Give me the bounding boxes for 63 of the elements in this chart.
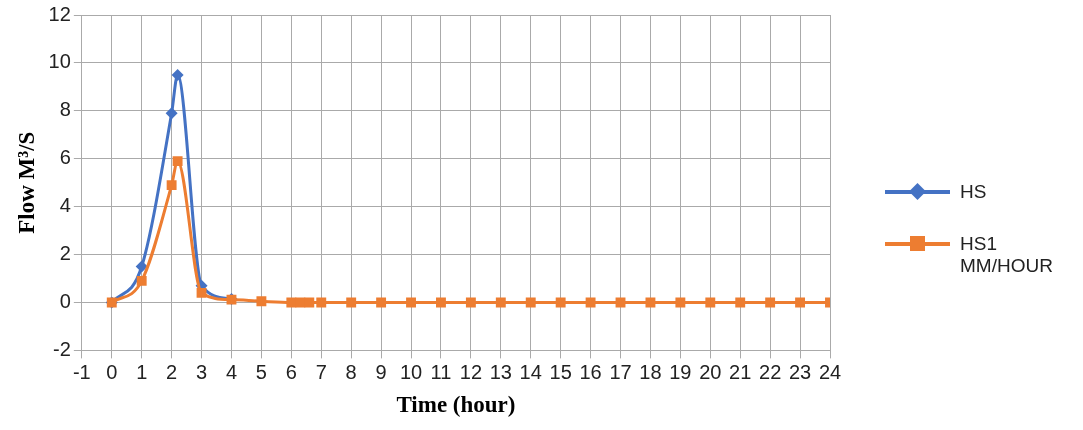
point: [346, 297, 357, 308]
y-tick-label: 2: [59, 242, 71, 265]
x-tick-label: 23: [788, 360, 812, 383]
point: [765, 297, 776, 308]
point: [705, 297, 716, 308]
point: [406, 297, 416, 308]
point: [795, 297, 806, 308]
point: [136, 275, 147, 286]
point: [495, 297, 506, 308]
x-tick-label: 21: [729, 360, 752, 383]
x-tick-label: 14: [519, 360, 542, 383]
x-tick-label: 18: [639, 360, 662, 383]
point: [135, 260, 148, 273]
point: [585, 297, 596, 308]
x-tick-label: 3: [195, 360, 208, 383]
x-tick-label: -1: [72, 360, 91, 383]
point: [465, 297, 476, 308]
point: [171, 68, 184, 81]
point: [376, 297, 387, 308]
x-tick-label: 6: [285, 360, 297, 383]
x-tick-label: 13: [489, 360, 512, 383]
point: [555, 297, 566, 308]
x-tick-label: 0: [106, 360, 118, 383]
point: [316, 297, 327, 308]
legend-label: HS: [960, 180, 987, 203]
x-tick-label: 22: [759, 360, 782, 383]
y-tick-label: 4: [59, 194, 71, 217]
x-tick-label: 20: [699, 360, 722, 383]
x-tick-label: 8: [345, 360, 357, 383]
x-tick-label: 12: [459, 360, 483, 383]
point: [256, 296, 267, 307]
point: [436, 297, 446, 308]
x-tick-label: 5: [255, 360, 267, 383]
y-axis-title: Flow M³/S: [13, 131, 39, 234]
x-tick-label: 11: [430, 360, 452, 383]
y-tick-label: 12: [48, 2, 71, 25]
point: [165, 107, 178, 120]
x-tick-label: 16: [579, 360, 602, 383]
x-tick-label: 17: [609, 360, 632, 383]
point: [645, 297, 656, 308]
point: [196, 287, 207, 298]
y-tick-label: -2: [53, 337, 71, 360]
point: [172, 156, 183, 167]
y-tick-label: 0: [59, 290, 71, 312]
y-tick-label: 6: [59, 146, 71, 169]
x-tick-label: 7: [315, 360, 327, 383]
legend-label: HS1 MM/HOUR: [960, 232, 1054, 277]
x-tick-label: 4: [225, 360, 238, 383]
x-tick-label: 1: [136, 360, 148, 383]
x-tick-label: 2: [166, 360, 178, 383]
x-tick-label: 9: [375, 360, 387, 383]
point: [304, 297, 315, 308]
point: [525, 297, 536, 308]
y-tick-label: 10: [48, 50, 71, 73]
x-axis-title: Time (hour): [396, 392, 516, 418]
x-tick-label: 15: [549, 360, 572, 383]
point: [166, 180, 177, 191]
x-tick-label: 10: [399, 360, 423, 383]
point: [735, 297, 746, 308]
x-tick-label: 19: [669, 360, 692, 383]
y-tick-label: 8: [59, 98, 71, 121]
x-tick-label: 24: [818, 360, 842, 383]
point: [675, 297, 686, 308]
